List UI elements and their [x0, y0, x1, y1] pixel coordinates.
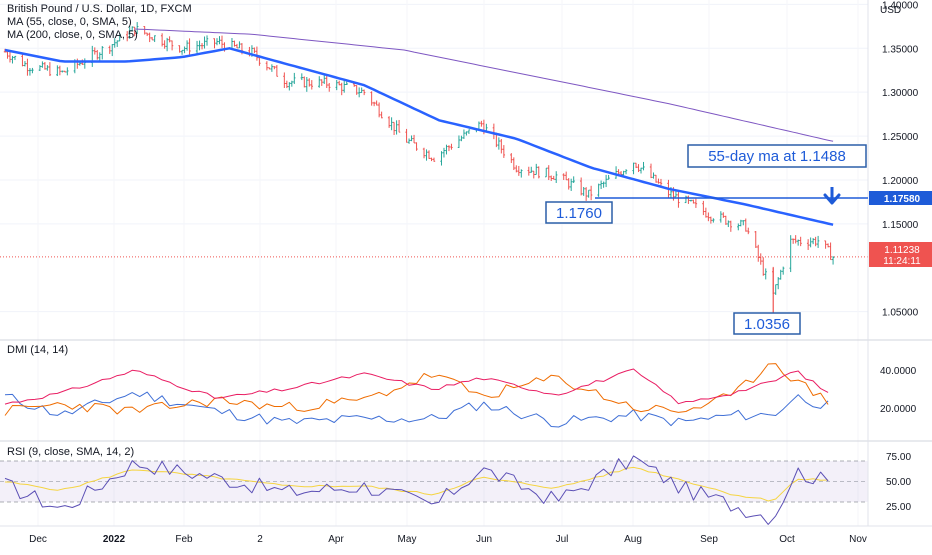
annotation-low[interactable]: 1.0356: [733, 312, 801, 335]
annotation-ma-note[interactable]: 55-day ma at 1.1488: [687, 144, 867, 168]
countdown-text: 11:24:11: [883, 256, 921, 267]
last-price-text: 1.11238: [884, 245, 920, 256]
price-tick-label: 1.30000: [882, 88, 919, 99]
price-tick-label: 1.15000: [882, 220, 919, 231]
time-label: Oct: [779, 534, 795, 545]
annotation-low-text: 1.0356: [744, 316, 790, 333]
di-plus-line: [4, 391, 829, 428]
annotation-ma-note-text: 55-day ma at 1.1488: [708, 148, 846, 165]
annotation-support-text: 1.1760: [556, 205, 602, 222]
time-label: Aug: [624, 534, 642, 545]
time-axis[interactable]: Dec 2022 Feb 2 Apr May Jun Jul Aug Sep Oct Nov: [29, 534, 867, 545]
time-label: Jun: [476, 534, 492, 545]
level-badge: 1.17580: [869, 191, 932, 205]
time-label: Sep: [700, 534, 718, 545]
time-label: 2022: [103, 534, 126, 545]
level-badge-text: 1.17580: [884, 194, 921, 205]
time-label: Apr: [328, 534, 344, 545]
candles: [3, 22, 835, 325]
symbol-title[interactable]: British Pound / U.S. Dollar, 1D, FXCM: [7, 3, 192, 15]
rsi-legend[interactable]: RSI (9, close, SMA, 14, 2): [7, 446, 135, 458]
price-axis-unit: USD: [880, 5, 901, 16]
time-label: Nov: [849, 534, 867, 545]
time-label: 2: [257, 534, 263, 545]
ma55-legend[interactable]: MA (55, close, 0, SMA, 5): [7, 16, 132, 28]
indicator-lines: [4, 28, 834, 525]
legend-main: British Pound / U.S. Dollar, 1D, FXCM MA…: [7, 3, 192, 42]
grid-lines: [0, 3, 868, 313]
dmi-legend[interactable]: DMI (14, 14): [7, 344, 69, 356]
price-tick-label: 1.20000: [882, 176, 919, 187]
adx-line: [4, 368, 829, 405]
dmi-tick-20: 20.0000: [880, 404, 917, 415]
price-axis-ticks[interactable]: 1.40000 1.35000 1.30000 1.25000 1.20000 1.150…: [882, 0, 919, 318]
rsi-tick-75: 75.00: [886, 452, 911, 463]
last-price-badge: 1.11238 11:24:11: [869, 242, 932, 267]
dmi-tick-40: 40.0000: [880, 366, 917, 377]
price-tick-label: 1.05000: [882, 308, 919, 319]
price-tick-label: 1.25000: [882, 132, 919, 143]
di-minus-line: [4, 363, 829, 416]
ma200-line: [134, 28, 834, 142]
guide-lines: [0, 256, 868, 503]
price-tick-label: 1.35000: [882, 44, 919, 55]
time-label: Dec: [29, 534, 47, 545]
down-arrow-icon: [823, 187, 841, 205]
time-label: May: [398, 534, 417, 545]
ma200-legend[interactable]: MA (200, close, 0, SMA, 5): [7, 29, 138, 41]
price-tick-label: 1.40000: [882, 0, 919, 11]
rsi-line: [4, 455, 829, 525]
rsi-ma-line: [4, 466, 829, 502]
ma55-line: [4, 47, 834, 226]
rsi-tick-50: 50.00: [886, 477, 911, 488]
time-label: Jul: [556, 534, 569, 545]
time-label: Feb: [175, 534, 193, 545]
annotation-support[interactable]: 1.1760: [545, 201, 613, 224]
rsi-tick-25: 25.00: [886, 502, 911, 513]
